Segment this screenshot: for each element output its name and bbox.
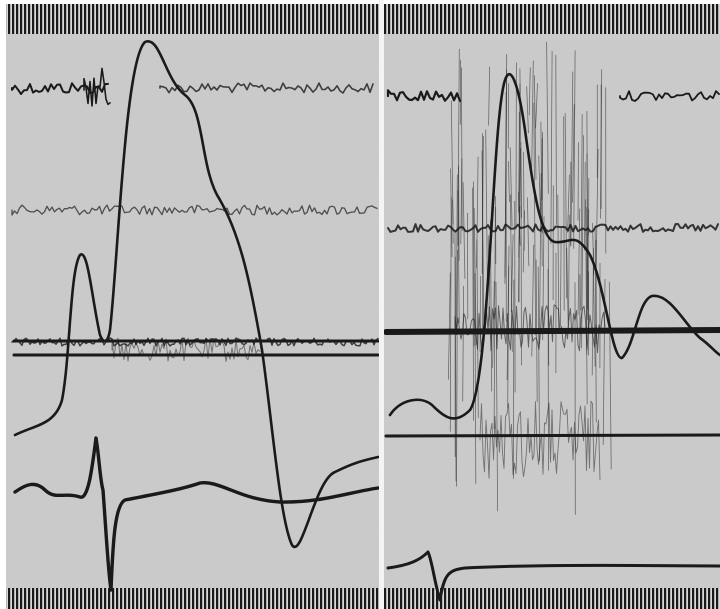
noise-spike xyxy=(596,240,597,343)
noise-spike xyxy=(578,143,579,221)
time-marks xyxy=(6,588,379,609)
time-marks xyxy=(384,588,720,609)
panel-divider xyxy=(379,0,384,609)
time-marks xyxy=(384,4,720,34)
left-grain xyxy=(6,4,379,609)
time-marks xyxy=(6,4,379,34)
noise-spike xyxy=(564,117,565,311)
noise-spike xyxy=(548,269,549,470)
